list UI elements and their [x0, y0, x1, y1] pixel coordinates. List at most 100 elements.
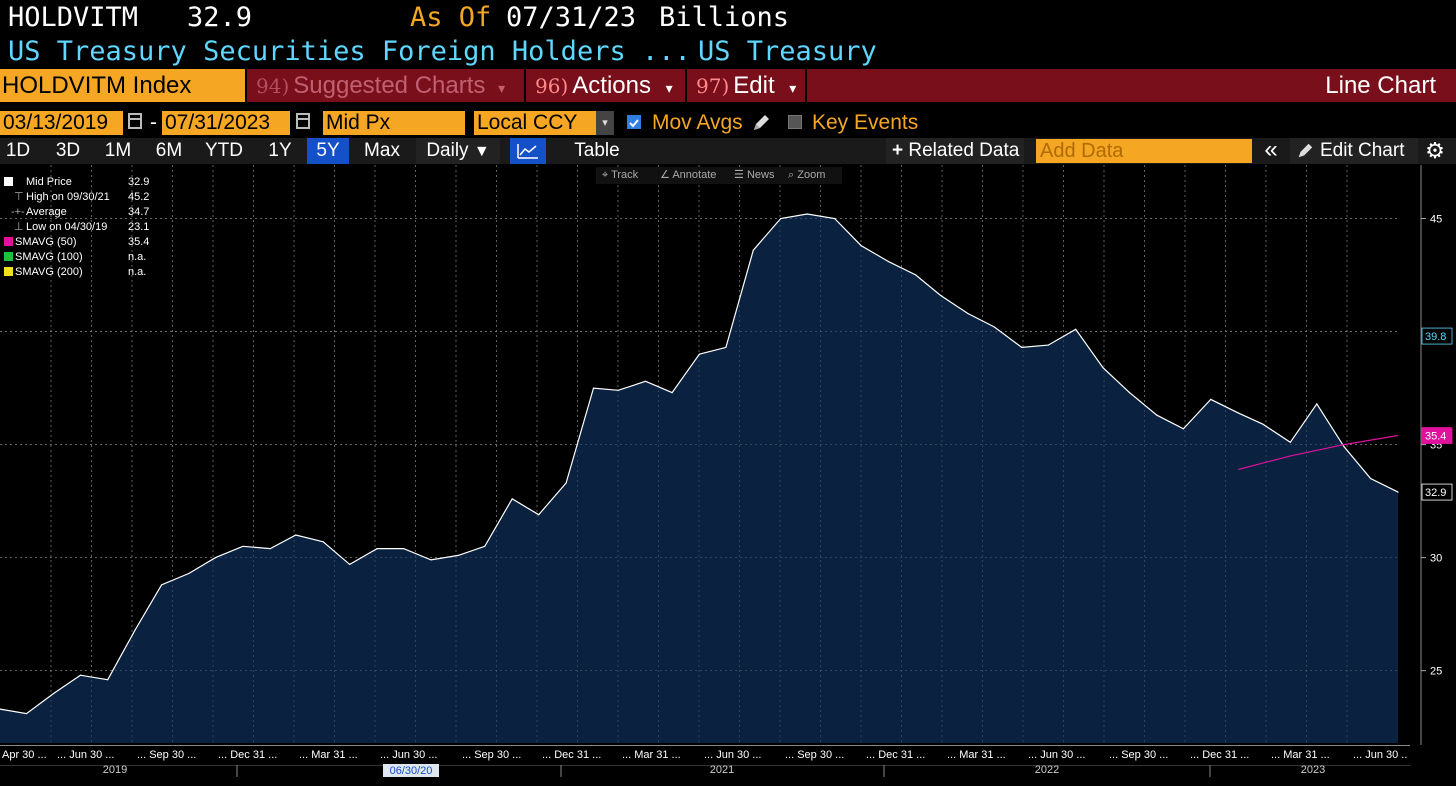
mid-price-point [939, 294, 942, 296]
period-5y[interactable]: 5Y [307, 138, 349, 164]
mid-price-point [1047, 344, 1049, 346]
mid-price-point [430, 559, 432, 561]
mid-price-point [565, 482, 567, 484]
add-data-input[interactable]: Add Data [1036, 139, 1252, 163]
chevron-down-icon[interactable]: ▾ [596, 111, 614, 135]
edit-menu[interactable]: 97) Edit ▾ [696, 69, 796, 102]
mid-price-point [1289, 441, 1291, 443]
x-tick-label: ... Dec 31 ... [1190, 749, 1249, 761]
x-tick-label: ... Sep 30 ... [462, 749, 521, 761]
mid-price-point [1182, 428, 1184, 430]
line-chart-glyph [517, 144, 538, 159]
period-max[interactable]: Max [364, 140, 400, 161]
description-row: US Treasury Securities Foreign Holders .… [0, 36, 1456, 68]
period-1m[interactable]: 1M [104, 140, 132, 161]
track-tool[interactable]: ⌖ Track [602, 167, 638, 184]
legend-name: Mid Price [26, 176, 72, 188]
period-1d[interactable]: 1D [5, 140, 31, 161]
related-data-button[interactable]: + Related Data [886, 138, 1024, 164]
gear-icon[interactable]: ⚙ [1425, 138, 1445, 163]
table-button[interactable]: Table [574, 140, 620, 161]
mid-price-point [53, 692, 55, 694]
mid-price-point [780, 217, 782, 220]
add-data-placeholder: Add Data [1040, 140, 1124, 162]
year-label: 2023 [1301, 764, 1325, 776]
calendar-icon[interactable] [296, 113, 310, 129]
mid-price-point [295, 534, 297, 536]
security-input[interactable]: HOLDVITM Index [0, 69, 245, 102]
mid-price-point [0, 708, 1, 710]
mid-price-point [161, 584, 163, 586]
menu-divider [685, 69, 687, 102]
legend-row-smavg-50[interactable]: SMAVG (50) 35.4 [2, 235, 154, 249]
chart-type-label[interactable]: Line Chart [1325, 72, 1436, 99]
price-area-fill [0, 214, 1398, 743]
period-ytd[interactable]: YTD [205, 140, 243, 161]
legend-row-smavg-200[interactable]: SMAVG (200) n.a. [2, 265, 154, 279]
news-tool[interactable]: ☰ News [734, 167, 774, 184]
track-label: Track [611, 169, 639, 181]
x-tick-label: ... Jun 30 ... [704, 749, 761, 761]
frequency-label: Daily [426, 140, 469, 161]
period-1y[interactable]: 1Y [268, 140, 292, 161]
mid-price-point [1102, 367, 1104, 369]
mid-price-point [322, 541, 324, 543]
legend-row-smavg-100[interactable]: SMAVG (100) n.a. [2, 250, 154, 264]
legend-value: n.a. [128, 251, 147, 263]
legend-row-low: ⊥ Low on 04/30/19 23.1 [2, 220, 154, 234]
date-range-dash: - [150, 111, 157, 134]
period-6m[interactable]: 6M [155, 140, 183, 161]
start-date-input[interactable]: 03/13/2019 [0, 111, 123, 135]
price-field-select[interactable]: Mid Px [323, 111, 465, 135]
mid-price-point [1156, 414, 1158, 416]
annotate-tool[interactable]: ∠ Annotate [660, 167, 716, 184]
end-date-input[interactable]: 07/31/2023 [162, 111, 290, 135]
actions-menu[interactable]: 96) Actions ▾ [535, 69, 673, 102]
value-tag-label: 35.4 [1425, 431, 1446, 443]
frequency-select[interactable]: Daily ▼ [416, 138, 500, 164]
suggested-charts-label: Suggested Charts [293, 72, 486, 99]
x-tick-label: ... Jun 30 .. [1353, 749, 1407, 761]
edit-chart-label: Edit Chart [1320, 140, 1405, 161]
key-events-label[interactable]: Key Events [812, 111, 919, 134]
x-tick-label: ... Jun 30 ... [380, 749, 437, 761]
suggested-charts-menu[interactable]: 94) Suggested Charts ▾ [256, 69, 505, 102]
pencil-icon[interactable] [751, 113, 771, 133]
line-chart-icon[interactable] [510, 138, 546, 164]
mid-price-point [511, 498, 513, 500]
mid-price-point [1343, 446, 1345, 448]
mid-price-point [134, 629, 136, 631]
legend-swatch [4, 252, 13, 261]
mid-price-point [107, 679, 109, 681]
plus-icon: + [892, 140, 904, 161]
as-of-date: 07/31/23 [506, 2, 637, 33]
period-3d[interactable]: 3D [55, 140, 81, 161]
value-tag-box [1421, 327, 1453, 345]
mov-avgs-checkbox[interactable] [627, 115, 641, 129]
value-tag-label: 32.9 [1425, 487, 1446, 499]
mid-price-point [269, 548, 271, 550]
zoom-tool[interactable]: ⌕ Zoom [788, 167, 825, 184]
mid-price-point [725, 346, 727, 348]
header-row: HOLDVITM 32.9 As Of 07/31/23 Billions [0, 0, 1456, 36]
legend-row-high: ⊤ High on 09/30/21 45.2 [2, 190, 154, 204]
legend-row-average: -+- Average 34.7 [2, 205, 154, 219]
y-tick-label: 25 [1430, 666, 1442, 678]
zoom-label: Zoom [797, 169, 826, 181]
caret-down-icon: ▼ [473, 143, 490, 160]
collapse-icon[interactable]: « [1264, 136, 1278, 163]
mid-price-point [698, 353, 701, 355]
mov-avgs-label[interactable]: Mov Avgs [652, 111, 743, 134]
chevron-down-icon: ▾ [498, 80, 506, 96]
legend-row-mid-price[interactable]: Mid Price 32.9 [2, 175, 154, 189]
legend-name: SMAVG (50) [15, 236, 77, 248]
source-label: US Treasury [698, 36, 877, 67]
calendar-icon[interactable] [128, 113, 142, 129]
currency-select[interactable]: Local CCY [474, 111, 596, 135]
x-tick-label: ... Sep 30 ... [785, 749, 844, 761]
menu-divider [245, 69, 247, 102]
legend-value: n.a. [128, 266, 147, 278]
edit-chart-button[interactable]: Edit Chart [1290, 138, 1418, 164]
key-events-checkbox[interactable] [788, 115, 802, 129]
